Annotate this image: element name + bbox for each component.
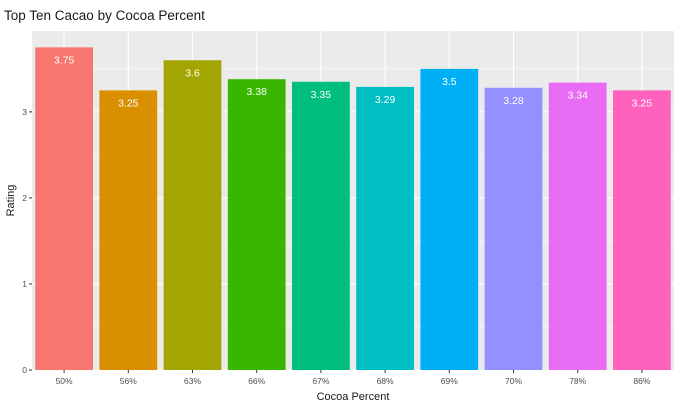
x-axis: 50% 56% 63% 66% 67% 68% 69% 70% 78% 86% bbox=[56, 370, 651, 386]
x-tick-label: 70% bbox=[505, 376, 522, 386]
bar-50% bbox=[35, 47, 93, 370]
y-tick-label: 2 bbox=[22, 193, 27, 203]
bar-value-label: 3.28 bbox=[503, 95, 524, 107]
bar-value-label: 3.35 bbox=[311, 89, 332, 101]
x-tick-label: 66% bbox=[248, 376, 265, 386]
value-labels-group: 3.75 3.25 3.6 3.38 3.35 3.29 3.5 3.28 3.34 3.25 bbox=[54, 54, 652, 109]
chart-title: Top Ten Cacao by Cocoa Percent bbox=[4, 8, 205, 23]
bar-value-label: 3.34 bbox=[567, 90, 588, 102]
bar-value-label: 3.6 bbox=[185, 67, 200, 79]
bar-70% bbox=[484, 87, 543, 370]
x-tick-label: 78% bbox=[569, 376, 586, 386]
x-tick-label: 63% bbox=[184, 376, 201, 386]
bar-66% bbox=[227, 79, 286, 370]
y-axis-title: Rating bbox=[5, 185, 17, 217]
bar-63% bbox=[163, 60, 222, 370]
bar-56% bbox=[99, 90, 158, 371]
y-tick-label: 3 bbox=[22, 107, 27, 117]
bar-value-label: 3.25 bbox=[632, 97, 653, 109]
y-tick-label: 1 bbox=[22, 279, 27, 289]
bar-68% bbox=[356, 86, 414, 371]
bar-69% bbox=[420, 68, 479, 371]
bar-value-label: 3.38 bbox=[246, 86, 267, 98]
y-tick-label: 0 bbox=[22, 365, 27, 375]
x-tick-label: 50% bbox=[56, 376, 73, 386]
x-axis-title: Cocoa Percent bbox=[317, 391, 390, 403]
x-tick-label: 56% bbox=[120, 376, 137, 386]
bar-86% bbox=[613, 90, 671, 371]
bar-value-label: 3.29 bbox=[375, 94, 396, 106]
bar-value-label: 3.75 bbox=[54, 54, 75, 66]
x-tick-label: 67% bbox=[312, 376, 329, 386]
y-axis: 0 1 2 3 bbox=[22, 107, 32, 375]
bar-78% bbox=[548, 82, 607, 371]
bar-67% bbox=[292, 81, 350, 370]
x-tick-label: 86% bbox=[633, 376, 650, 386]
bars-group bbox=[35, 47, 671, 371]
bar-value-label: 3.5 bbox=[442, 76, 457, 88]
x-tick-label: 69% bbox=[441, 376, 458, 386]
bar-value-label: 3.25 bbox=[118, 97, 139, 109]
x-tick-label: 68% bbox=[377, 376, 394, 386]
